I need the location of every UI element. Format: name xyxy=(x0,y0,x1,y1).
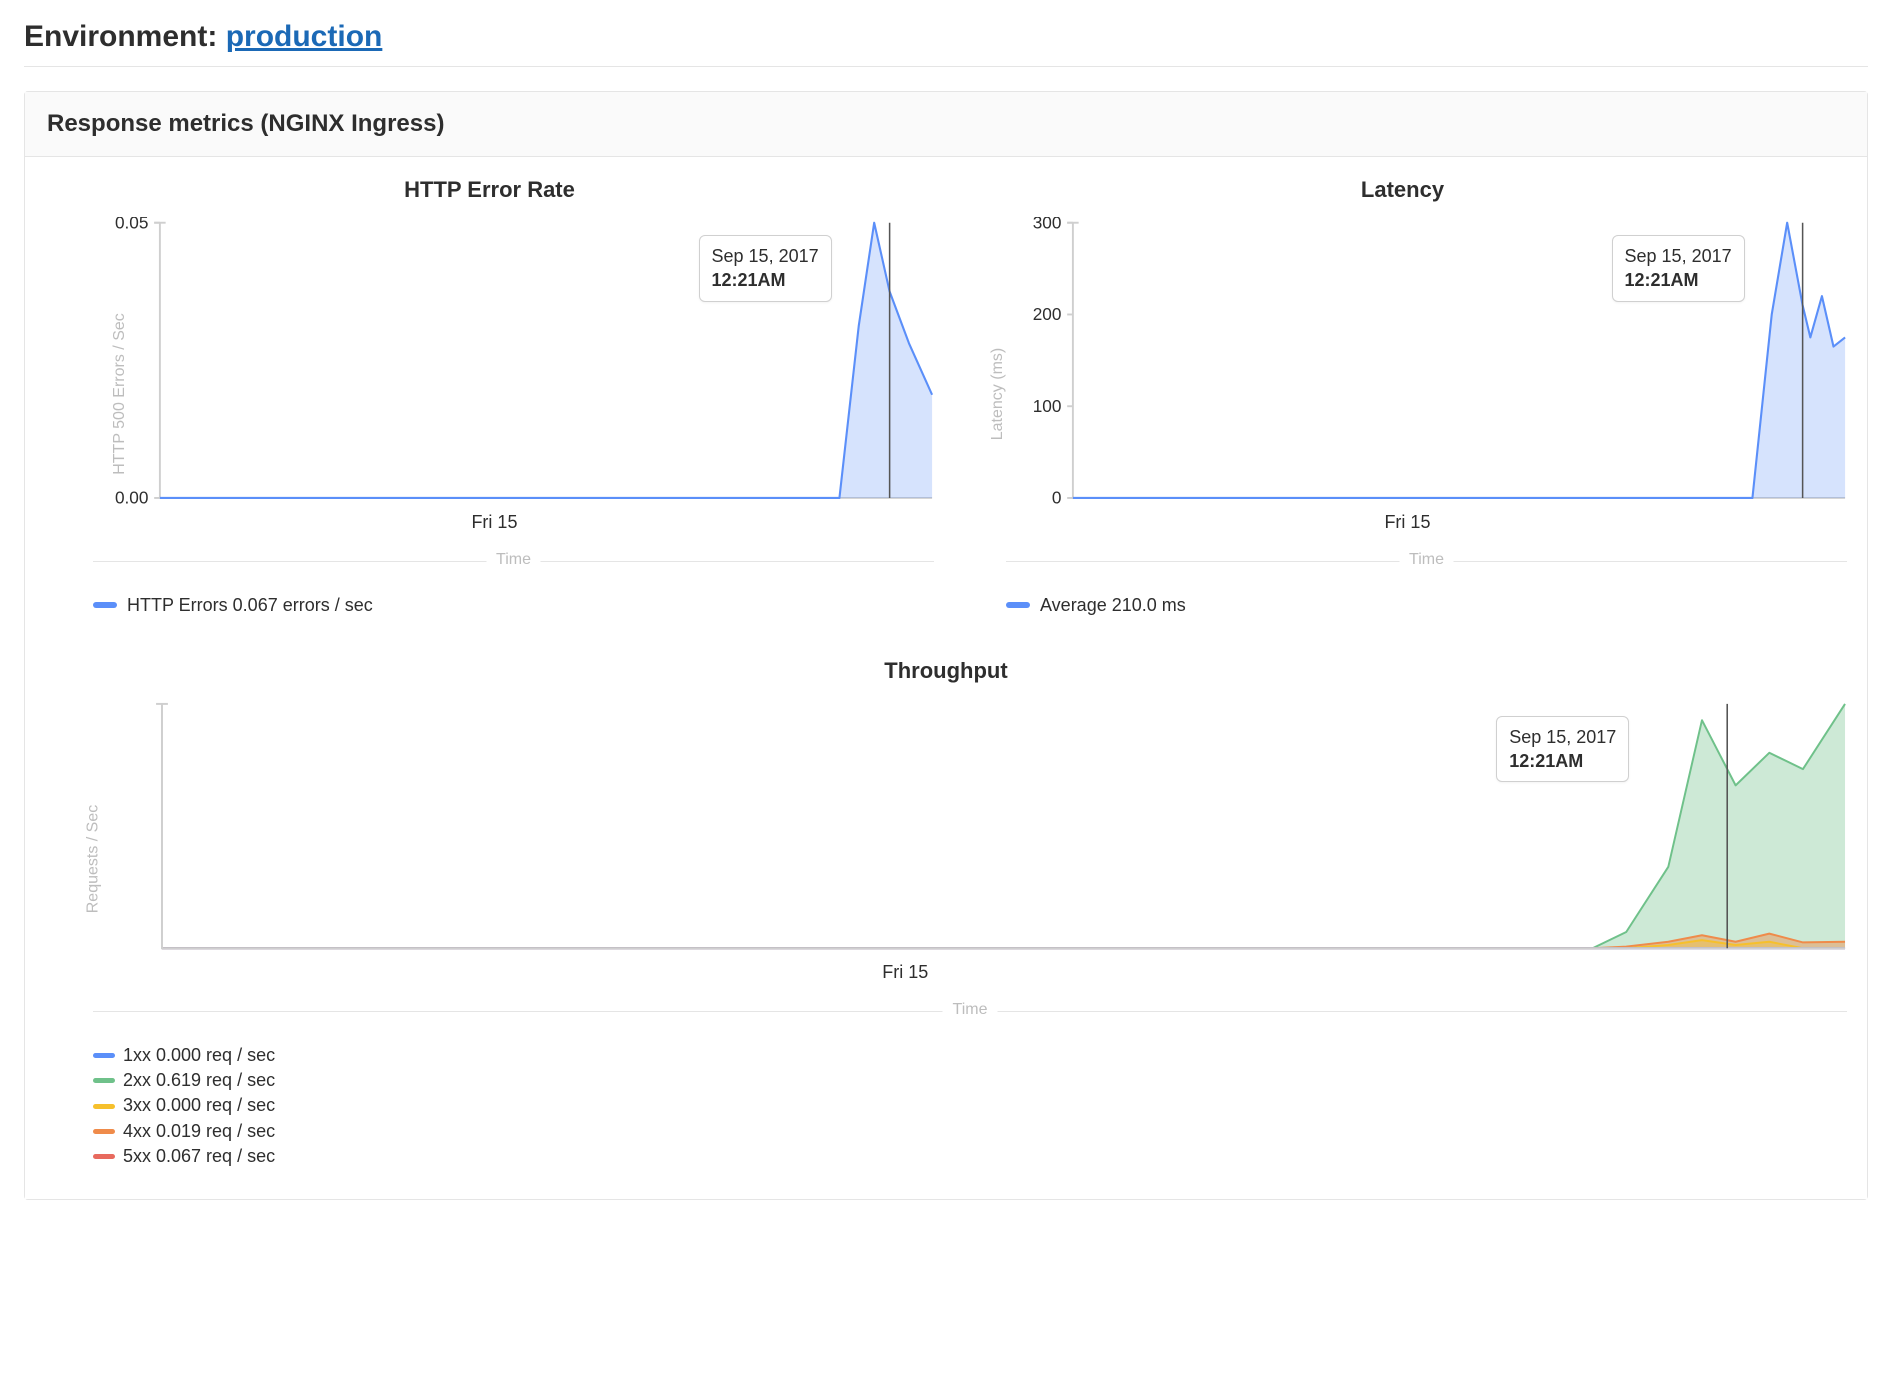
time-axis-label: Time xyxy=(943,1001,998,1019)
legend-item[interactable]: 4xx 0.019 req / sec xyxy=(93,1119,1847,1144)
legend-label: 5xx 0.067 req / sec xyxy=(123,1144,275,1169)
legend-throughput: 1xx 0.000 req / sec2xx 0.619 req / sec3x… xyxy=(93,1043,1847,1169)
chart-frame-throughput: Requests / Sec Sep 15, 2017 12:21AM Fri … xyxy=(45,698,1847,1021)
tooltip-throughput: Sep 15, 2017 12:21AM xyxy=(1496,716,1629,783)
legend-item[interactable]: 5xx 0.067 req / sec xyxy=(93,1144,1847,1169)
legend-swatch xyxy=(93,1129,115,1134)
x-tick-latency: Fri 15 xyxy=(1384,512,1847,533)
tooltip-date: Sep 15, 2017 xyxy=(712,244,819,268)
environment-header: Environment: production xyxy=(24,20,1868,67)
x-tick-error: Fri 15 xyxy=(471,512,934,533)
plot-box-throughput[interactable]: Sep 15, 2017 12:21AM Fri 15 Time xyxy=(93,698,1847,1021)
x-tick-throughput: Fri 15 xyxy=(882,962,1847,983)
legend-latency: Average 210.0 ms xyxy=(1006,593,1847,618)
chart-frame-error: HTTP 500 Errors / Sec 0.000.05 Sep 15, 2… xyxy=(45,217,934,571)
time-axis-label: Time xyxy=(1399,551,1454,569)
time-axis-row-throughput: Time xyxy=(93,1001,1847,1021)
chart-throughput: Throughput Requests / Sec Sep 15, 2017 1… xyxy=(45,658,1847,1169)
svg-text:300: 300 xyxy=(1033,217,1062,232)
svg-text:200: 200 xyxy=(1033,304,1062,324)
svg-text:0: 0 xyxy=(1052,488,1062,504)
legend-swatch xyxy=(93,1078,115,1083)
tooltip-date: Sep 15, 2017 xyxy=(1625,244,1732,268)
tooltip-time: 12:21AM xyxy=(1509,749,1616,773)
legend-swatch xyxy=(93,1154,115,1159)
legend-swatch xyxy=(93,602,117,608)
legend-label: Average 210.0 ms xyxy=(1040,593,1186,618)
legend-item[interactable]: 3xx 0.000 req / sec xyxy=(93,1093,1847,1118)
chart-frame-latency: Latency (ms) 0 100 200 300 Sep 15, 2017 12:… xyxy=(958,217,1847,571)
environment-label: Environment: xyxy=(24,20,217,53)
svg-text:0.00: 0.00 xyxy=(115,488,148,504)
svg-text:0.05: 0.05 xyxy=(115,217,148,232)
tooltip-time: 12:21AM xyxy=(712,268,819,292)
time-axis-label: Time xyxy=(486,551,541,569)
plot-box-error[interactable]: 0.00 0.05 Sep 15, 2017 12:21AM Fri 15 Tim… xyxy=(93,217,934,571)
legend-item[interactable]: 2xx 0.619 req / sec xyxy=(93,1068,1847,1093)
legend-swatch xyxy=(93,1104,115,1109)
tooltip-time: 12:21AM xyxy=(1625,268,1732,292)
legend-label: 1xx 0.000 req / sec xyxy=(123,1043,275,1068)
legend-label: 2xx 0.619 req / sec xyxy=(123,1068,275,1093)
time-axis-row-error: Time xyxy=(93,551,934,571)
legend-item[interactable]: Average 210.0 ms xyxy=(1006,593,1847,618)
chart-title-latency: Latency xyxy=(958,177,1847,203)
metrics-panel-body: HTTP Error Rate HTTP 500 Errors / Sec 0.… xyxy=(25,157,1867,1199)
legend-label: 4xx 0.019 req / sec xyxy=(123,1119,275,1144)
environment-link[interactable]: production xyxy=(226,20,383,53)
chart-title-throughput: Throughput xyxy=(45,658,1847,684)
legend-swatch xyxy=(93,1053,115,1058)
metrics-panel: Response metrics (NGINX Ingress) HTTP Er… xyxy=(24,91,1868,1200)
chart-title-error: HTTP Error Rate xyxy=(45,177,934,203)
chart-latency: Latency Latency (ms) 0 100 200 300 Sep 15, … xyxy=(958,177,1847,618)
tooltip-latency: Sep 15, 2017 12:21AM xyxy=(1612,235,1745,302)
legend-error: HTTP Errors 0.067 errors / sec xyxy=(93,593,934,618)
tooltip-date: Sep 15, 2017 xyxy=(1509,725,1616,749)
svg-text:100: 100 xyxy=(1033,396,1062,416)
charts-row-1: HTTP Error Rate HTTP 500 Errors / Sec 0.… xyxy=(45,177,1847,618)
legend-item[interactable]: 1xx 0.000 req / sec xyxy=(93,1043,1847,1068)
tooltip-error: Sep 15, 2017 12:21AM xyxy=(699,235,832,302)
legend-label: HTTP Errors 0.067 errors / sec xyxy=(127,593,373,618)
chart-http-error-rate: HTTP Error Rate HTTP 500 Errors / Sec 0.… xyxy=(45,177,934,618)
page-root: Environment: production Response metrics… xyxy=(0,0,1892,1220)
time-axis-row-latency: Time xyxy=(1006,551,1847,571)
metrics-panel-title: Response metrics (NGINX Ingress) xyxy=(25,92,1867,157)
plot-box-latency[interactable]: 0 100 200 300 Sep 15, 2017 12:21AM Fri 15 T… xyxy=(1006,217,1847,571)
y-axis-label-latency: Latency (ms) xyxy=(989,348,1007,440)
legend-label: 3xx 0.000 req / sec xyxy=(123,1093,275,1118)
legend-swatch xyxy=(1006,602,1030,608)
legend-item[interactable]: HTTP Errors 0.067 errors / sec xyxy=(93,593,934,618)
